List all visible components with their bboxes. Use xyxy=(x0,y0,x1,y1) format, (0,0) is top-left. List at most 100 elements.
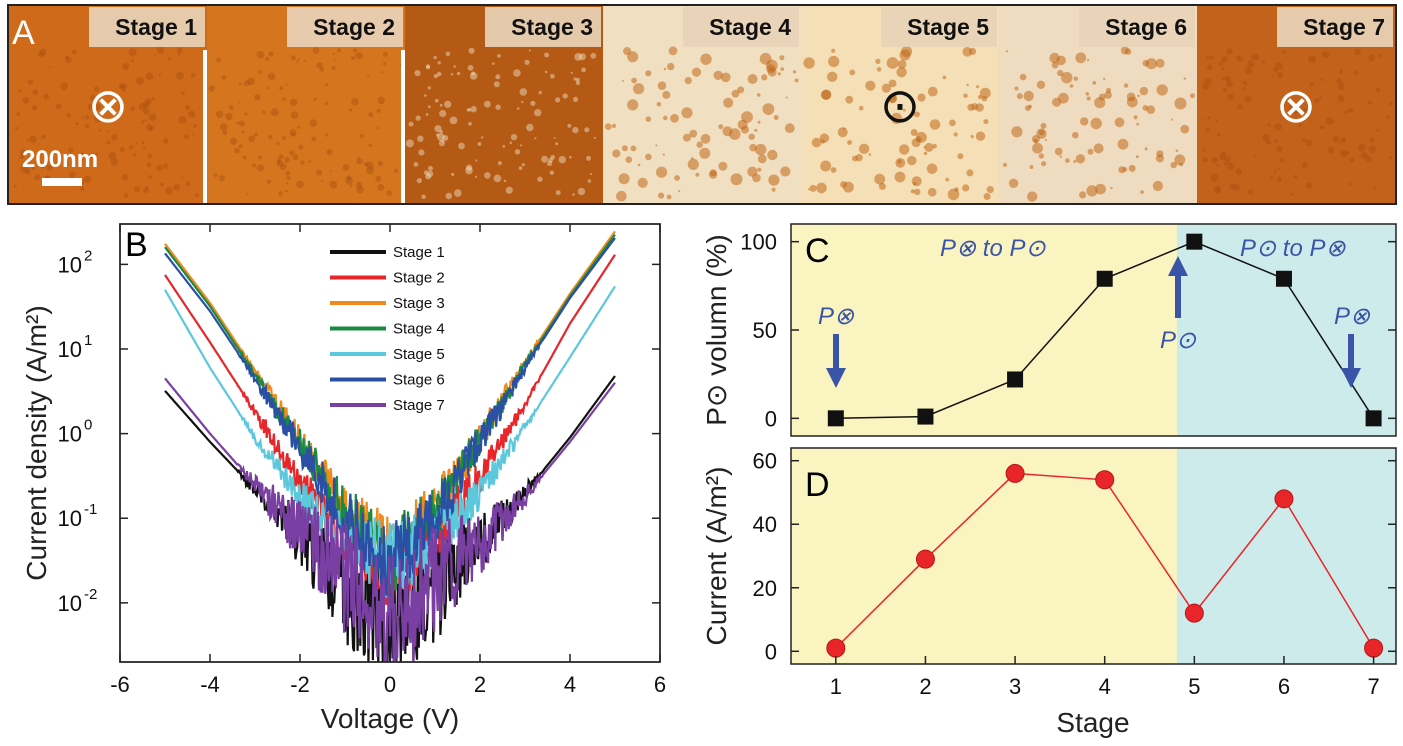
scale-bar-label: 200nm xyxy=(22,146,98,173)
texture-dot xyxy=(367,75,370,78)
texture-dot xyxy=(484,172,491,179)
texture-dot xyxy=(1152,180,1163,192)
panel-c-letter: C xyxy=(805,232,830,270)
polarization-symbol-1: ⊗ xyxy=(88,80,128,133)
texture-dot xyxy=(550,73,555,79)
y-tick-label: 10 xyxy=(58,337,82,362)
texture-dot xyxy=(437,61,441,65)
texture-dot xyxy=(1378,54,1382,58)
texture-dot xyxy=(874,173,886,185)
y-tick-exponent: 2 xyxy=(84,247,92,264)
texture-dot xyxy=(366,161,374,170)
texture-dot xyxy=(180,176,183,179)
texture-dot xyxy=(94,103,101,111)
texture-dot xyxy=(148,175,153,180)
texture-dot xyxy=(1273,169,1277,173)
texture-dot xyxy=(188,110,196,118)
texture-dot xyxy=(1221,76,1225,81)
texture-dot xyxy=(1156,84,1168,96)
texture-dot xyxy=(1309,82,1314,87)
texture-dot xyxy=(130,106,135,112)
texture-dot xyxy=(1206,55,1211,60)
texture-dot xyxy=(1389,156,1393,160)
texture-dot xyxy=(1105,87,1112,93)
texture-dot xyxy=(803,57,815,69)
texture-dot xyxy=(193,124,197,128)
texture-dot xyxy=(767,149,778,161)
texture-dot xyxy=(820,160,832,172)
texture-dot xyxy=(1267,123,1271,127)
texture-dot xyxy=(427,105,431,109)
texture-dot xyxy=(1226,80,1234,88)
texture-dot xyxy=(192,133,195,136)
texture-dot xyxy=(470,106,477,113)
texture-dot xyxy=(1224,75,1231,82)
texture-dot xyxy=(621,145,628,152)
texture-dot xyxy=(449,116,458,125)
texture-dot xyxy=(1305,139,1313,147)
texture-dot xyxy=(1128,164,1136,172)
texture-dot xyxy=(433,55,437,60)
texture-dot xyxy=(265,56,270,62)
texture-dot xyxy=(1023,90,1034,102)
panel-c-arrow1-label: P⊗ xyxy=(818,303,855,330)
texture-dot xyxy=(896,67,907,78)
texture-dot xyxy=(52,164,56,168)
texture-dot xyxy=(357,156,360,159)
texture-dot xyxy=(589,172,593,175)
texture-dot xyxy=(247,77,255,86)
texture-dot xyxy=(1123,83,1129,88)
texture-dot xyxy=(1302,108,1308,114)
stage-label-3: Stage 3 xyxy=(511,14,593,40)
texture-dot xyxy=(1174,154,1186,166)
texture-dot xyxy=(558,155,566,164)
texture-dot xyxy=(1247,60,1255,67)
texture-dot xyxy=(784,123,795,134)
texture-dot xyxy=(451,172,455,176)
texture-dot xyxy=(1140,190,1144,194)
texture-dot xyxy=(503,179,507,183)
texture-dot xyxy=(98,129,102,132)
texture-dot xyxy=(1202,148,1207,152)
legend-label-3: Stage 3 xyxy=(393,295,445,312)
texture-dot xyxy=(138,103,147,111)
texture-dot xyxy=(220,123,228,131)
panel-d-ylabel: Current (A/m²) xyxy=(701,467,732,646)
texture-dot xyxy=(757,154,767,164)
y-tick-exponent: 1 xyxy=(84,332,92,349)
texture-dot xyxy=(329,180,338,189)
texture-dot xyxy=(158,73,162,76)
texture-dot xyxy=(521,100,524,104)
y-tick-exponent: 0 xyxy=(84,417,92,434)
texture-dot xyxy=(1175,149,1179,153)
texture-dot xyxy=(248,135,255,143)
series-line-stage-5 xyxy=(164,285,616,598)
texture-dot xyxy=(355,181,363,189)
texture-dot xyxy=(645,153,652,161)
texture-dot xyxy=(1292,109,1298,115)
texture-dot xyxy=(757,120,761,124)
texture-dot xyxy=(143,108,150,115)
texture-dot xyxy=(678,190,681,193)
texture-dot xyxy=(1226,48,1233,55)
texture-dot xyxy=(425,113,429,116)
texture-dot xyxy=(1271,75,1274,78)
texture-dot xyxy=(71,49,77,55)
texture-dot xyxy=(976,85,980,89)
texture-dot xyxy=(444,100,452,108)
texture-dot xyxy=(89,152,97,159)
texture-dot xyxy=(331,65,336,70)
texture-dot xyxy=(611,123,617,128)
texture-dot xyxy=(779,55,785,61)
x-tick-label: 5 xyxy=(1188,674,1200,699)
texture-dot xyxy=(1244,66,1253,75)
texture-dot xyxy=(1095,183,1106,195)
texture-dot xyxy=(1305,182,1313,189)
texture-dot xyxy=(627,51,639,63)
texture-dot xyxy=(309,119,318,127)
texture-dot xyxy=(43,93,50,100)
texture-dot xyxy=(1019,73,1027,81)
texture-dot xyxy=(1058,92,1069,104)
texture-dot xyxy=(445,192,453,200)
